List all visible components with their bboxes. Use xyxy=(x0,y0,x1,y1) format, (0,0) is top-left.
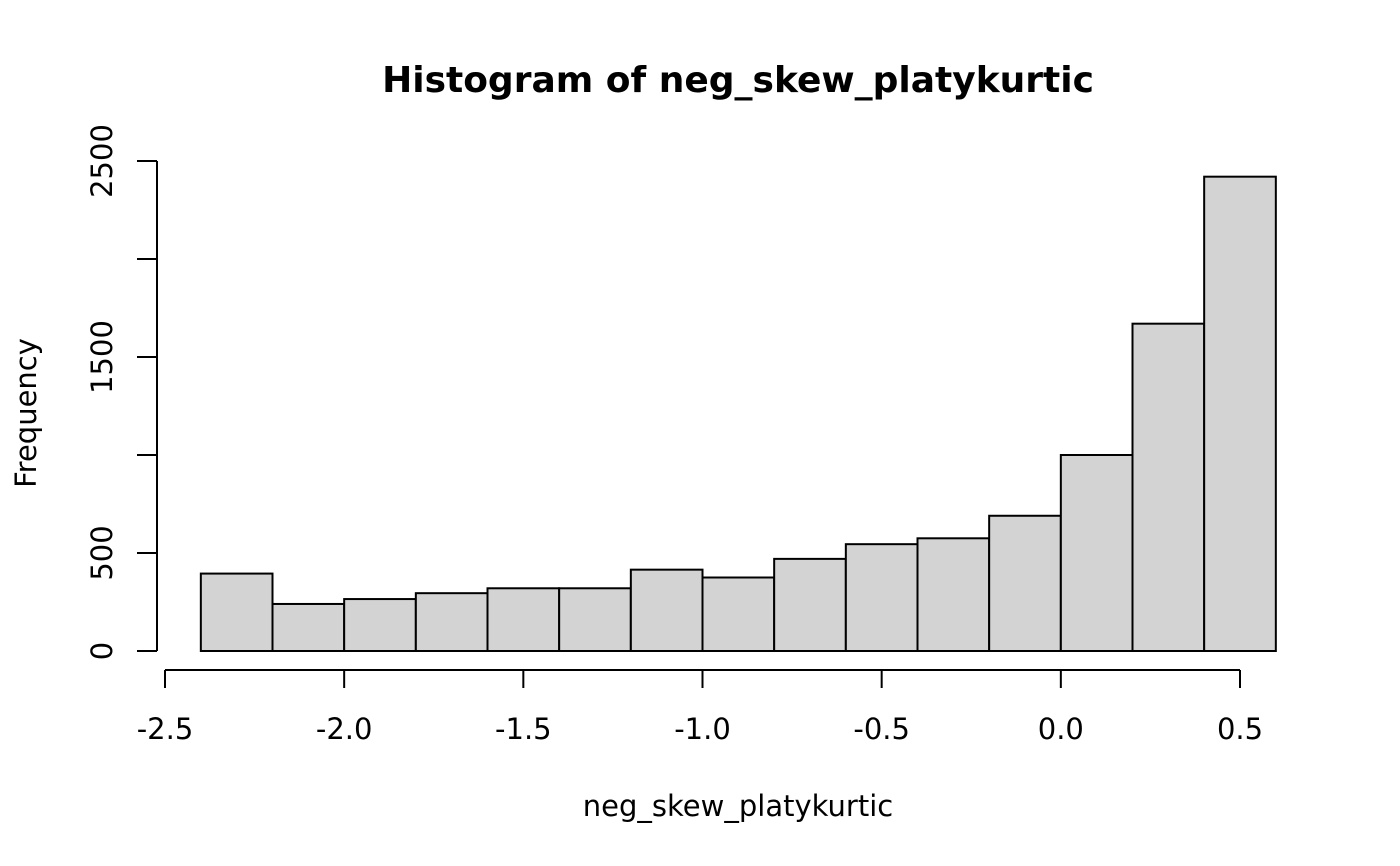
histogram-bar xyxy=(1131,322,1206,652)
histogram-bar xyxy=(486,587,561,653)
x-tick-label: 0.5 xyxy=(1217,712,1263,746)
histogram-bar xyxy=(199,572,274,653)
x-tick-label: -1.5 xyxy=(495,712,552,746)
x-tick-label: -2.0 xyxy=(316,712,373,746)
y-tick-label: 500 xyxy=(85,525,119,580)
y-axis: 0 500 1500 2500 xyxy=(85,124,158,660)
histogram-bar xyxy=(1059,454,1134,652)
y-axis-label: Frequency xyxy=(9,338,43,488)
x-tick-label: 0.0 xyxy=(1038,712,1084,746)
histogram-bar xyxy=(1203,175,1277,652)
y-tick-label: 1500 xyxy=(85,320,119,394)
histogram-bar xyxy=(773,557,847,653)
x-tick-label: -0.5 xyxy=(853,712,910,746)
histogram-bar xyxy=(343,598,417,652)
chart-title: Histogram of neg_skew_platykurtic xyxy=(382,60,1094,101)
x-tick-label: -1.0 xyxy=(674,712,731,746)
histogram-bar xyxy=(271,602,346,653)
histogram-bar xyxy=(558,587,632,653)
bars-group xyxy=(199,175,1277,653)
y-tick-label: 0 xyxy=(85,642,119,660)
histogram-bar xyxy=(701,576,776,652)
histogram-bar xyxy=(414,592,489,652)
histogram-bar xyxy=(629,568,704,652)
y-tick-label: 2500 xyxy=(85,124,119,198)
histogram-bar xyxy=(916,537,991,652)
histogram-bar xyxy=(988,514,1062,653)
x-axis-label: neg_skew_platykurtic xyxy=(583,789,893,823)
x-axis: -2.5 -2.0 -1.5 -1.0 -0.5 0.0 0.5 xyxy=(137,669,1263,746)
histogram-bar xyxy=(844,543,919,652)
x-tick-label: -2.5 xyxy=(137,712,194,746)
